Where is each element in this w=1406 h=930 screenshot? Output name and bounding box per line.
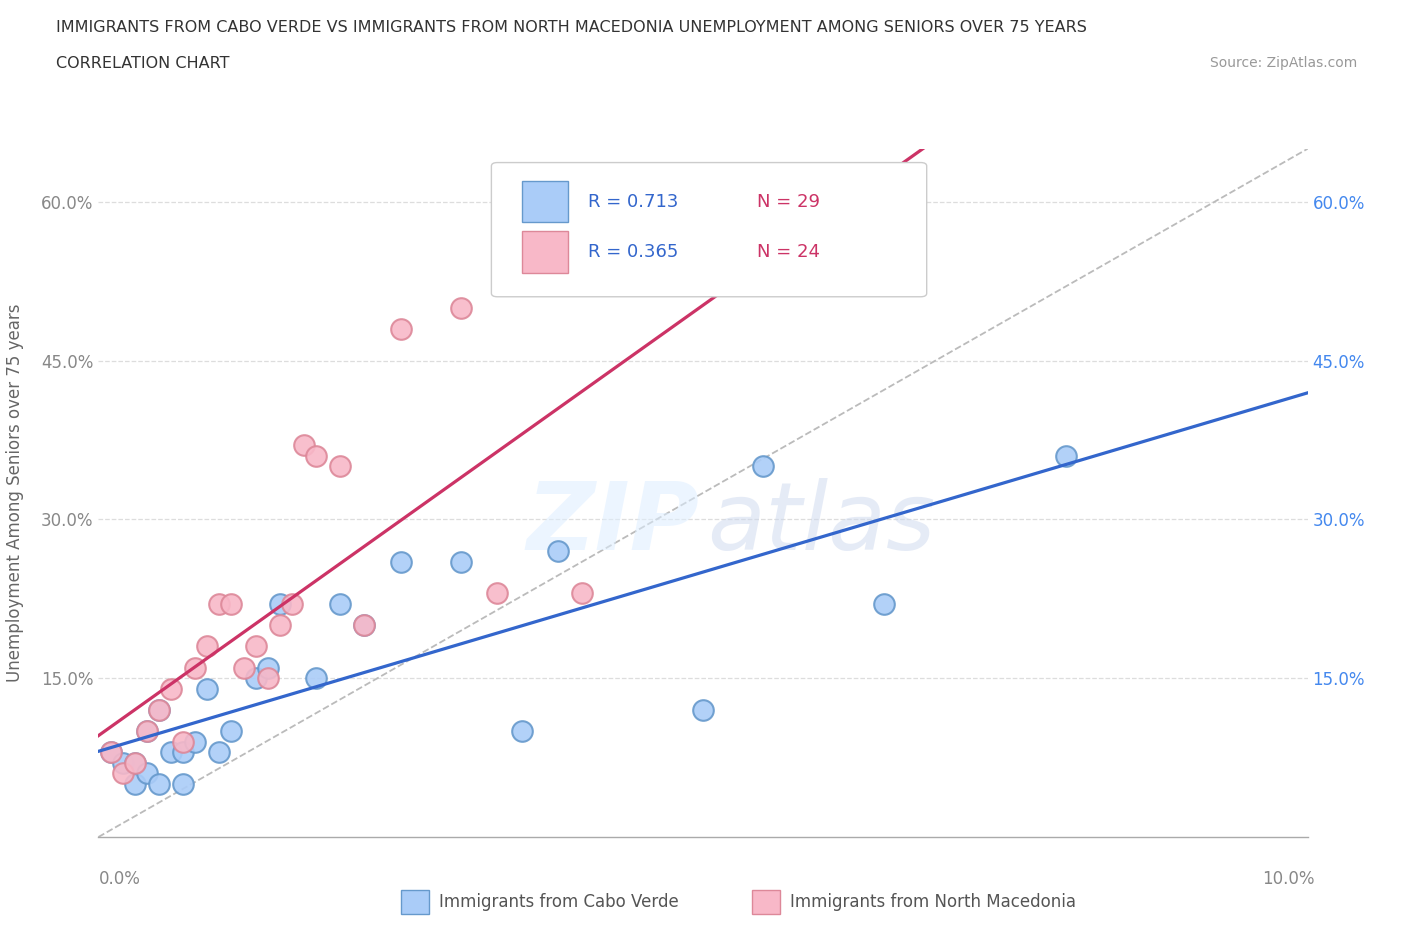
- Point: [245, 639, 267, 654]
- Point: [486, 586, 509, 601]
- Point: [124, 755, 146, 770]
- Point: [256, 660, 278, 675]
- Point: [389, 322, 412, 337]
- Point: [873, 597, 896, 612]
- Point: [269, 597, 291, 612]
- Text: N = 24: N = 24: [758, 243, 821, 261]
- Text: CORRELATION CHART: CORRELATION CHART: [56, 56, 229, 71]
- Point: [195, 682, 218, 697]
- Text: Immigrants from North Macedonia: Immigrants from North Macedonia: [790, 893, 1076, 911]
- Point: [353, 618, 375, 632]
- Bar: [752, 890, 780, 914]
- Bar: [522, 181, 568, 222]
- Text: 0.0%: 0.0%: [98, 870, 141, 888]
- Point: [269, 618, 291, 632]
- Point: [135, 724, 157, 738]
- Point: [510, 724, 533, 738]
- Point: [184, 735, 207, 750]
- Point: [208, 597, 231, 612]
- Point: [135, 724, 157, 738]
- Point: [100, 745, 122, 760]
- Point: [571, 586, 593, 601]
- Text: Source: ZipAtlas.com: Source: ZipAtlas.com: [1209, 56, 1357, 70]
- Text: atlas: atlas: [707, 478, 935, 569]
- Point: [111, 755, 134, 770]
- Point: [305, 671, 328, 685]
- Point: [752, 459, 775, 474]
- Point: [1054, 448, 1077, 463]
- Point: [124, 755, 146, 770]
- Point: [124, 777, 146, 791]
- Point: [450, 300, 472, 315]
- Text: Immigrants from Cabo Verde: Immigrants from Cabo Verde: [439, 893, 679, 911]
- Text: R = 0.365: R = 0.365: [588, 243, 679, 261]
- Point: [329, 459, 352, 474]
- Point: [172, 735, 194, 750]
- Point: [184, 660, 207, 675]
- Point: [172, 745, 194, 760]
- Point: [281, 597, 304, 612]
- Y-axis label: Unemployment Among Seniors over 75 years: Unemployment Among Seniors over 75 years: [7, 304, 24, 682]
- Point: [135, 766, 157, 781]
- Point: [148, 702, 170, 717]
- Point: [160, 682, 183, 697]
- Point: [160, 745, 183, 760]
- Text: R = 0.713: R = 0.713: [588, 193, 679, 211]
- Point: [148, 702, 170, 717]
- FancyBboxPatch shape: [492, 163, 927, 297]
- Point: [148, 777, 170, 791]
- Point: [221, 724, 243, 738]
- Point: [100, 745, 122, 760]
- Text: 10.0%: 10.0%: [1263, 870, 1315, 888]
- Point: [232, 660, 254, 675]
- Point: [292, 438, 315, 453]
- Text: ZIP: ZIP: [526, 478, 699, 570]
- Text: IMMIGRANTS FROM CABO VERDE VS IMMIGRANTS FROM NORTH MACEDONIA UNEMPLOYMENT AMONG: IMMIGRANTS FROM CABO VERDE VS IMMIGRANTS…: [56, 20, 1087, 35]
- Point: [305, 448, 328, 463]
- Point: [221, 597, 243, 612]
- Point: [195, 639, 218, 654]
- Point: [329, 597, 352, 612]
- Point: [389, 554, 412, 569]
- Point: [208, 745, 231, 760]
- Point: [692, 702, 714, 717]
- Bar: [522, 232, 568, 272]
- Point: [450, 554, 472, 569]
- Text: N = 29: N = 29: [758, 193, 821, 211]
- Bar: [401, 890, 429, 914]
- Point: [111, 766, 134, 781]
- Point: [547, 544, 569, 559]
- Point: [245, 671, 267, 685]
- Point: [353, 618, 375, 632]
- Point: [256, 671, 278, 685]
- Point: [172, 777, 194, 791]
